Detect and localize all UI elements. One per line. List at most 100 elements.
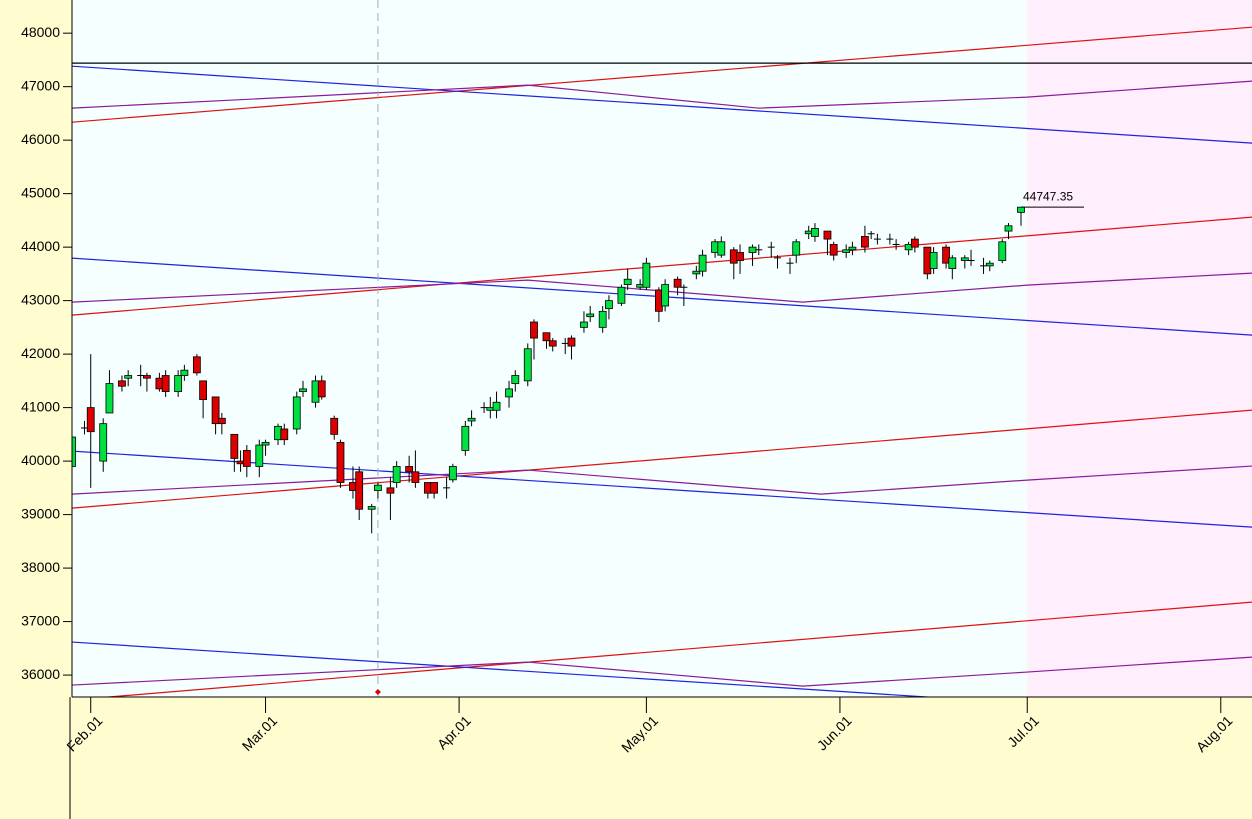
candle-body [567, 337, 576, 347]
candle-body [586, 313, 595, 318]
candle-body [411, 471, 420, 483]
candle-body [430, 482, 439, 494]
y-tick-label: 47000 [21, 77, 60, 93]
future-background [1027, 0, 1252, 697]
candle-body [192, 356, 201, 374]
candle-body [892, 243, 900, 245]
candle-body [680, 286, 688, 288]
candle-body [386, 487, 395, 494]
candle-body [942, 246, 950, 264]
candle-body [792, 241, 801, 256]
indicator-line [72, 216, 1252, 316]
candle-body [811, 228, 819, 237]
candle-body [405, 466, 414, 473]
candle-body [985, 262, 994, 267]
candle-body [392, 466, 401, 483]
candle-body [848, 246, 857, 251]
candle-body [861, 236, 869, 248]
y-tick-label: 39000 [21, 505, 60, 521]
indicator-line [72, 450, 1252, 528]
candle-body [105, 383, 114, 414]
y-tick-label: 44000 [21, 238, 60, 254]
indicator-line [101, 601, 1252, 697]
candle-body [530, 321, 538, 339]
y-tick-label: 46000 [21, 131, 60, 147]
candle-body [967, 260, 975, 262]
candle-body [242, 450, 251, 467]
y-tick-label: 38000 [21, 559, 60, 575]
candle-body [548, 340, 557, 347]
candle-body [443, 487, 451, 489]
y-tick-label: 43000 [21, 291, 60, 307]
candle-body [330, 417, 339, 435]
candle-body [80, 427, 88, 429]
candle-body [755, 249, 763, 251]
candle-body [523, 348, 532, 382]
candle-body [492, 401, 501, 411]
candle-body [480, 407, 488, 409]
candle-body [580, 321, 588, 328]
candle-body [292, 396, 301, 430]
candle-body [929, 252, 938, 269]
y-tick-label: 45000 [21, 184, 60, 200]
candle-body [505, 388, 513, 398]
candle-body [299, 388, 307, 392]
candle-body [1017, 206, 1025, 213]
candle-body [910, 238, 919, 248]
candle-body [786, 262, 794, 264]
candle-body [72, 436, 76, 467]
candle-body [561, 342, 569, 344]
candle-body [367, 506, 376, 510]
candle-body [355, 471, 364, 510]
candle-body [280, 428, 289, 441]
last-price-label: 44747.35 [1023, 189, 1073, 203]
indicator-line [72, 465, 1252, 495]
candle-body [829, 244, 838, 256]
y-tick-label: 40000 [21, 452, 60, 468]
y-tick-label: 48000 [21, 24, 60, 40]
candle-body [261, 441, 270, 446]
candle-body [317, 380, 326, 398]
candle-body [86, 407, 95, 433]
candle-body [673, 278, 682, 288]
candle-body [174, 375, 183, 392]
indicator-line [72, 80, 1252, 109]
indicator-line [72, 409, 1252, 509]
candle-body [598, 310, 607, 328]
candle-body [767, 246, 775, 248]
candle-body [661, 284, 670, 307]
indicator-line [72, 641, 937, 697]
candle-body [698, 254, 707, 272]
candle-body [623, 278, 632, 285]
candle-body [774, 257, 782, 259]
candle-body [199, 380, 208, 400]
candle-body [374, 484, 382, 491]
candle-body [336, 441, 345, 483]
candle-body [467, 417, 476, 422]
indicator-line [72, 65, 1252, 144]
y-tick-label: 41000 [21, 398, 60, 414]
candle-body [161, 375, 170, 392]
candle-body [1004, 225, 1013, 232]
y-tick-label: 37000 [21, 612, 60, 628]
candle-body [748, 246, 757, 253]
candle-body [980, 265, 988, 267]
candle-body [230, 433, 239, 459]
candle-body [842, 249, 851, 253]
candle-body [886, 238, 894, 240]
candle-body [542, 332, 551, 342]
y-tick-label: 42000 [21, 345, 60, 361]
candle-body [461, 425, 470, 451]
history-background [72, 0, 1028, 697]
indicator-line [72, 26, 1252, 123]
candle-body [948, 257, 957, 269]
candle-body [448, 466, 457, 481]
indicator-line [72, 272, 1252, 303]
candle-body [873, 238, 881, 240]
indicator-line [72, 656, 1252, 687]
candle-body [617, 286, 626, 304]
candle-body [137, 375, 145, 377]
plot-area [72, 0, 1252, 697]
candle-body [124, 375, 133, 379]
